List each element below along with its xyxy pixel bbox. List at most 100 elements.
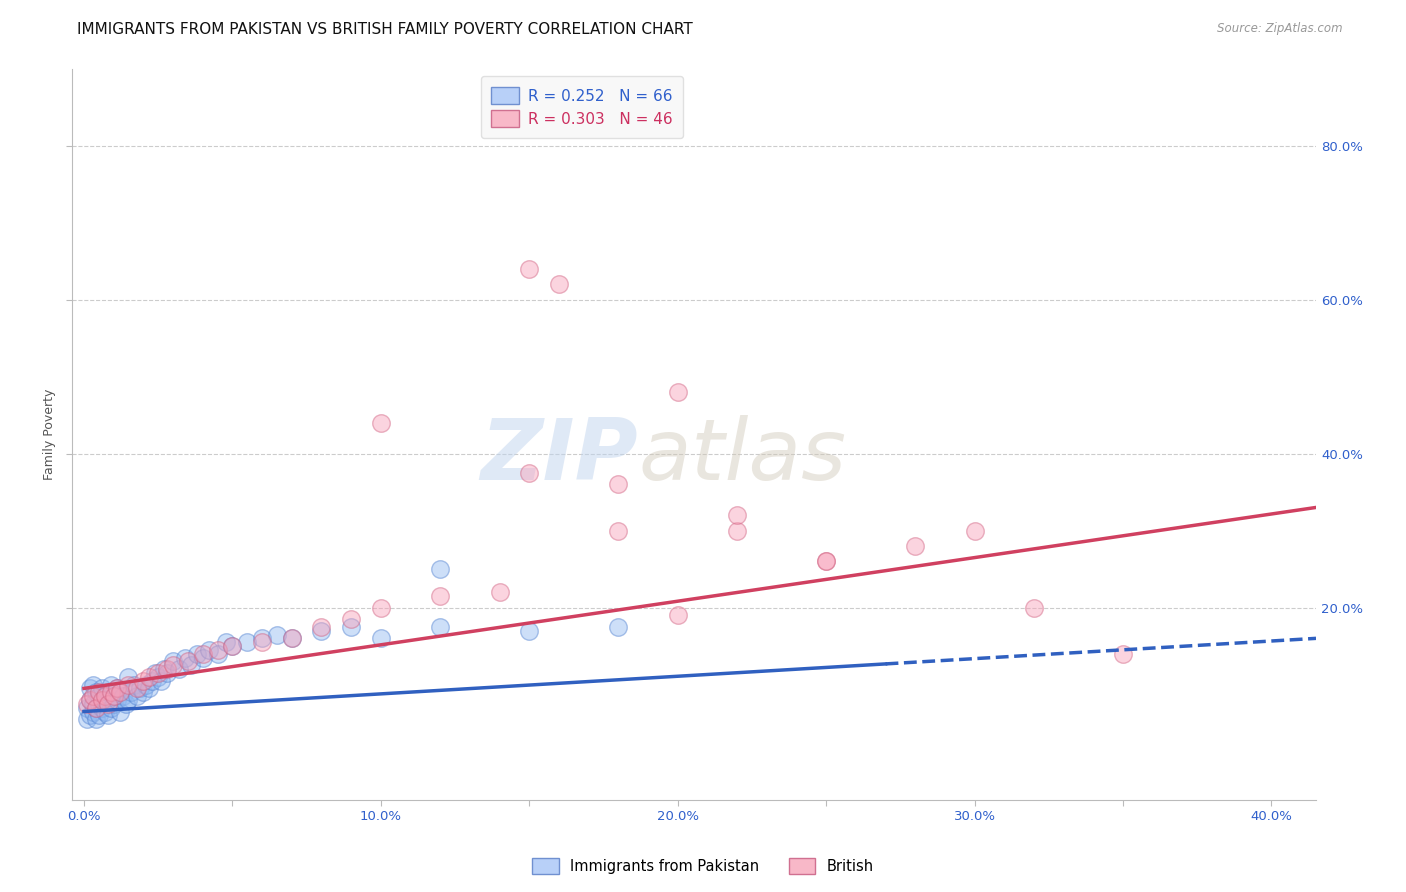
Point	[105, 681, 128, 696]
Point	[79, 693, 101, 707]
Point	[82, 697, 104, 711]
Point	[156, 662, 179, 676]
Point	[87, 708, 110, 723]
Point	[79, 681, 101, 696]
Point	[148, 665, 170, 680]
Point	[174, 650, 197, 665]
Point	[311, 620, 333, 634]
Point	[82, 705, 104, 719]
Point	[76, 697, 98, 711]
Point	[153, 662, 176, 676]
Point	[963, 524, 986, 538]
Legend: R = 0.252   N = 66, R = 0.303   N = 46: R = 0.252 N = 66, R = 0.303 N = 46	[481, 76, 683, 138]
Point	[197, 643, 219, 657]
Point	[266, 627, 288, 641]
Point	[429, 562, 451, 576]
Point	[84, 712, 107, 726]
Point	[103, 697, 125, 711]
Point	[167, 662, 190, 676]
Point	[607, 524, 630, 538]
Point	[132, 685, 155, 699]
Point	[340, 612, 363, 626]
Text: Source: ZipAtlas.com: Source: ZipAtlas.com	[1218, 22, 1343, 36]
Point	[666, 608, 689, 623]
Point	[607, 477, 630, 491]
Point	[94, 693, 117, 707]
Point	[121, 685, 143, 699]
Point	[221, 639, 243, 653]
Point	[150, 673, 173, 688]
Point	[191, 647, 214, 661]
Point	[127, 681, 149, 696]
Point	[100, 700, 122, 714]
Point	[143, 665, 166, 680]
Point	[97, 697, 120, 711]
Point	[87, 685, 110, 699]
Point	[311, 624, 333, 638]
Point	[207, 647, 229, 661]
Point	[141, 673, 163, 688]
Point	[162, 658, 184, 673]
Point	[84, 700, 107, 714]
Point	[117, 693, 139, 707]
Point	[100, 677, 122, 691]
Point	[76, 700, 98, 714]
Point	[87, 689, 110, 703]
Point	[90, 700, 112, 714]
Point	[108, 705, 131, 719]
Point	[191, 650, 214, 665]
Point	[90, 681, 112, 696]
Point	[100, 685, 122, 699]
Point	[162, 655, 184, 669]
Point	[103, 689, 125, 703]
Point	[1022, 600, 1045, 615]
Point	[135, 677, 157, 691]
Y-axis label: Family Poverty: Family Poverty	[44, 389, 56, 480]
Point	[607, 620, 630, 634]
Text: ZIP: ZIP	[481, 415, 638, 498]
Point	[79, 693, 101, 707]
Point	[97, 685, 120, 699]
Point	[94, 689, 117, 703]
Point	[84, 700, 107, 714]
Point	[180, 658, 202, 673]
Point	[488, 585, 510, 599]
Point	[108, 685, 131, 699]
Point	[138, 670, 160, 684]
Point	[124, 677, 146, 691]
Point	[111, 689, 134, 703]
Point	[429, 620, 451, 634]
Point	[250, 632, 273, 646]
Point	[904, 539, 927, 553]
Point	[84, 685, 107, 699]
Point	[138, 681, 160, 696]
Point	[127, 689, 149, 703]
Point	[177, 655, 200, 669]
Text: IMMIGRANTS FROM PAKISTAN VS BRITISH FAMILY POVERTY CORRELATION CHART: IMMIGRANTS FROM PAKISTAN VS BRITISH FAMI…	[77, 22, 693, 37]
Point	[90, 693, 112, 707]
Text: atlas: atlas	[638, 415, 846, 498]
Point	[82, 677, 104, 691]
Point	[105, 693, 128, 707]
Point	[281, 632, 304, 646]
Point	[236, 635, 259, 649]
Point	[725, 524, 748, 538]
Point	[429, 589, 451, 603]
Point	[281, 632, 304, 646]
Point	[370, 600, 392, 615]
Point	[129, 681, 152, 696]
Point	[97, 708, 120, 723]
Point	[517, 261, 540, 276]
Point	[94, 705, 117, 719]
Point	[215, 635, 238, 649]
Point	[186, 647, 208, 661]
Point	[517, 466, 540, 480]
Point	[517, 624, 540, 638]
Point	[156, 665, 179, 680]
Point	[103, 689, 125, 703]
Point	[250, 635, 273, 649]
Point	[340, 620, 363, 634]
Point	[76, 712, 98, 726]
Point	[132, 673, 155, 688]
Point	[114, 697, 136, 711]
